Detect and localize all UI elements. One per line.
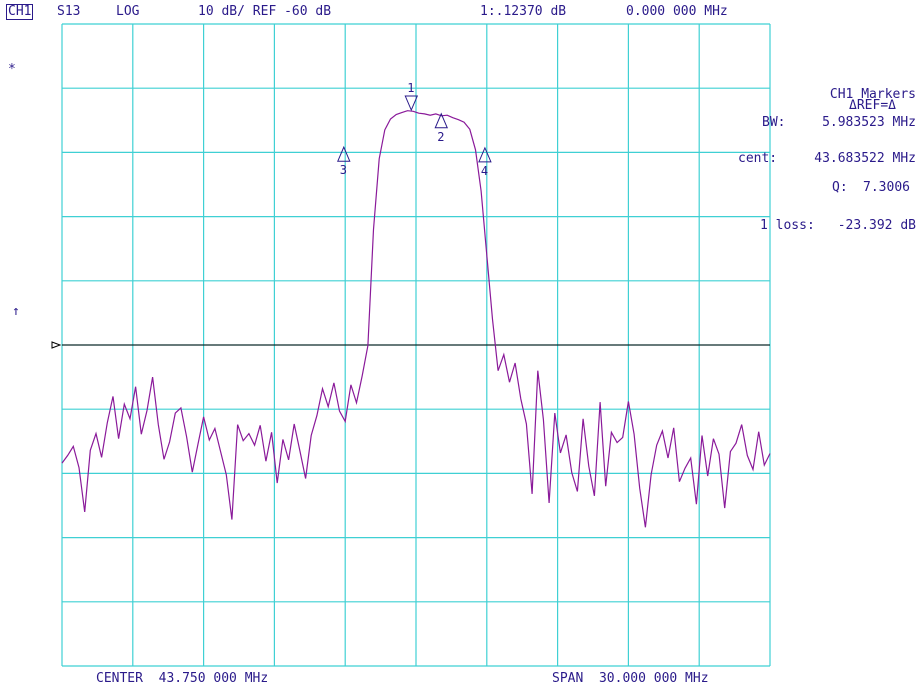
scale-arrow-indicator: ↑: [12, 304, 20, 319]
channel-indicator[interactable]: CH1: [6, 4, 34, 20]
marker-3-label: 3: [340, 163, 347, 177]
marker-1: 1: [404, 81, 419, 112]
star-indicator: *: [8, 62, 16, 77]
marker-3-triangle: [337, 145, 351, 162]
scale-reference-label: 10 dB/ REF -60 dB: [198, 4, 332, 19]
center-label: cent:: [738, 151, 778, 166]
loss-value: -23.392 dB: [837, 218, 916, 233]
q-value: 7.3006: [863, 180, 910, 195]
trace-s13: [61, 110, 771, 528]
marker-frequency: 0.000 000 MHz: [626, 4, 728, 19]
bw-label: BW:: [762, 115, 786, 130]
markers-panel-mode: ΔREF=Δ: [849, 98, 896, 113]
reference-level-indicator: [51, 341, 62, 349]
bw-value: 5.983523 MHz: [822, 115, 916, 130]
marker-2: 2: [434, 112, 449, 144]
span-frequency: SPAN 30.000 000 MHz: [552, 671, 709, 686]
marker-4: 4: [478, 146, 492, 178]
q-label: Q:: [832, 180, 848, 195]
center-value: 43.683522 MHz: [814, 151, 916, 166]
center-frequency: CENTER 43.750 000 MHz: [96, 671, 269, 686]
marker-3: 3: [337, 145, 351, 177]
marker-1-triangle: [404, 95, 419, 112]
markers-panel-title: CH1 Markers: [829, 87, 916, 102]
marker-4-triangle: [478, 146, 492, 163]
marker-4-label: 4: [481, 164, 488, 178]
marker-2-triangle: [434, 112, 449, 129]
marker-2-label: 2: [437, 130, 444, 144]
format-label: LOG: [116, 4, 140, 19]
markers: 1 2 3 4: [337, 81, 492, 178]
marker-1-label: 1: [407, 81, 414, 95]
loss-label: 1 loss:: [760, 218, 815, 233]
marker-readout: 1:.12370 dB: [480, 4, 567, 19]
parameter-label: S13: [57, 4, 81, 19]
